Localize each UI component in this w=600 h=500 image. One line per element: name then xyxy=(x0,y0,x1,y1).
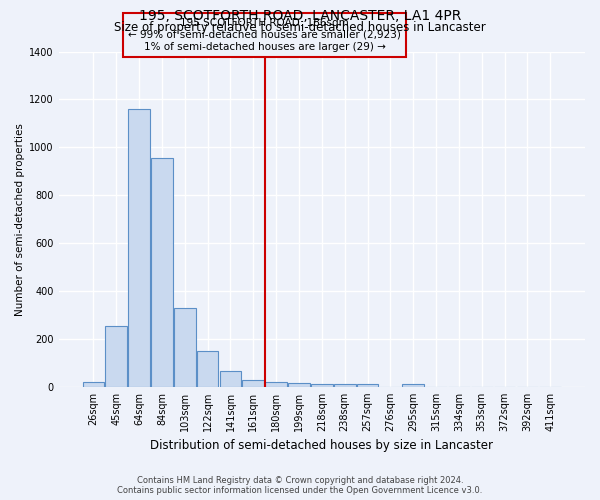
Bar xyxy=(128,109,150,387)
Bar xyxy=(265,382,287,387)
Bar xyxy=(334,384,356,387)
Bar xyxy=(288,383,310,387)
Bar xyxy=(106,326,127,387)
X-axis label: Distribution of semi-detached houses by size in Lancaster: Distribution of semi-detached houses by … xyxy=(151,440,493,452)
Bar xyxy=(403,384,424,387)
Text: Contains HM Land Registry data © Crown copyright and database right 2024.
Contai: Contains HM Land Registry data © Crown c… xyxy=(118,476,482,495)
Bar xyxy=(356,384,379,387)
Bar xyxy=(311,384,332,387)
Bar xyxy=(174,308,196,387)
Bar xyxy=(83,382,104,387)
Text: 195, SCOTFORTH ROAD, LANCASTER, LA1 4PR: 195, SCOTFORTH ROAD, LANCASTER, LA1 4PR xyxy=(139,9,461,23)
Bar xyxy=(220,371,241,387)
Text: 195 SCOTFORTH ROAD: 186sqm
← 99% of semi-detached houses are smaller (2,923)
1% : 195 SCOTFORTH ROAD: 186sqm ← 99% of semi… xyxy=(128,18,401,52)
Text: Size of property relative to semi-detached houses in Lancaster: Size of property relative to semi-detach… xyxy=(114,21,486,34)
Bar xyxy=(242,380,264,387)
Bar xyxy=(151,158,173,387)
Bar xyxy=(197,351,218,387)
Y-axis label: Number of semi-detached properties: Number of semi-detached properties xyxy=(15,122,25,316)
